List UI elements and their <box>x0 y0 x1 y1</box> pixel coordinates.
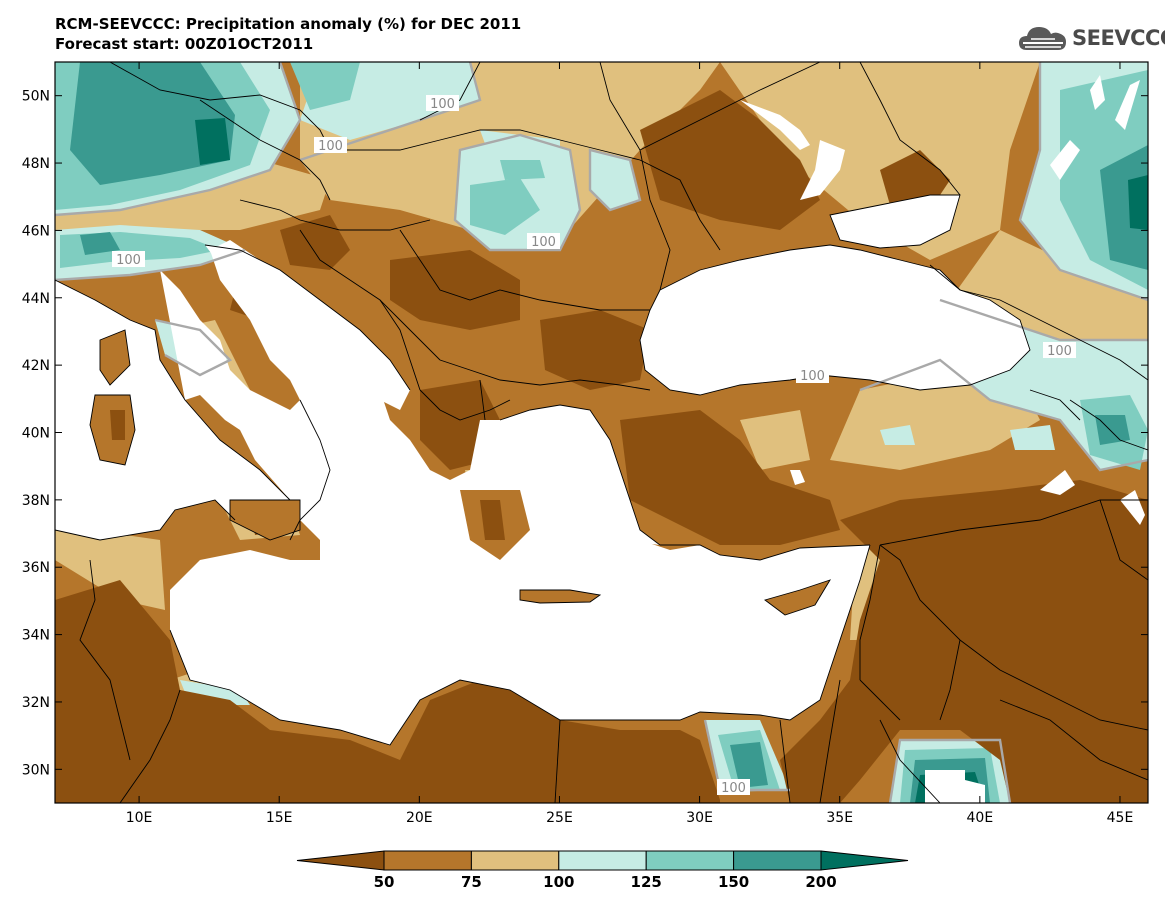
map-title: RCM-SEEVCCC: Precipitation anomaly (%) f… <box>55 15 522 33</box>
colorbar: 50 75 100 125 150 200 <box>296 850 909 891</box>
colorbar-label: 150 <box>718 873 749 891</box>
longitude-tick-label: 40E <box>967 810 994 826</box>
colorbar-swatch <box>296 850 385 871</box>
colorbar-swatch <box>733 850 822 871</box>
latitude-axis: 50N 48N 46N 44N 42N 40N 38N 36N 34N 32N 30N <box>22 89 1148 778</box>
contour-labels: 100 100 100 100 100 100 100 <box>112 95 1076 796</box>
contour-label: 100 <box>430 97 455 112</box>
colorbar-label: 200 <box>805 873 836 891</box>
colorbar-swatch <box>645 850 735 871</box>
seevccc-logo: SEEVCCC <box>1017 20 1165 56</box>
colorbar-label: 125 <box>631 873 662 891</box>
contour-label: 100 <box>318 139 343 154</box>
colorbar-swatch <box>470 850 560 871</box>
latitude-tick-label: 34N <box>22 628 50 644</box>
longitude-axis: 10E 15E 20E 25E 30E 35E 40E 45E <box>126 62 1134 826</box>
logo-text: SEEVCCC <box>1072 26 1165 50</box>
latitude-tick-label: 48N <box>22 156 50 172</box>
anomaly-150-200 <box>70 62 1148 803</box>
latitude-tick-label: 46N <box>22 223 50 239</box>
colorbar-swatch <box>820 850 909 871</box>
colorbar-swatch <box>383 850 472 871</box>
colorbar-label: 100 <box>543 873 574 891</box>
colorbar-swatch <box>558 850 647 871</box>
colorbar-label: 50 <box>374 873 395 891</box>
contour-label: 100 <box>116 253 141 268</box>
longitude-tick-label: 15E <box>266 810 293 826</box>
colorbar-label: 75 <box>461 873 482 891</box>
latitude-tick-label: 32N <box>22 695 50 711</box>
contour-label: 100 <box>721 781 746 796</box>
longitude-tick-label: 10E <box>126 810 153 826</box>
latitude-tick-label: 36N <box>22 560 50 576</box>
latitude-tick-label: 44N <box>22 291 50 307</box>
cloud-icon <box>1019 27 1066 50</box>
longitude-tick-label: 45E <box>1107 810 1134 826</box>
country-borders <box>79 62 1148 803</box>
coastlines <box>55 194 1031 746</box>
latitude-tick-label: 42N <box>22 358 50 374</box>
latitude-tick-label: 50N <box>22 89 50 105</box>
contour-label: 100 <box>800 369 825 384</box>
longitude-tick-label: 30E <box>686 810 713 826</box>
anomaly-under-50 <box>55 90 1148 803</box>
longitude-tick-label: 20E <box>406 810 433 826</box>
contour-label: 100 <box>531 235 556 250</box>
forecast-start: Forecast start: 00Z01OCT2011 <box>55 35 314 53</box>
islands <box>90 330 830 615</box>
latitude-tick-label: 38N <box>22 493 50 509</box>
longitude-tick-label: 35E <box>826 810 853 826</box>
longitude-tick-label: 25E <box>546 810 573 826</box>
contour-label: 100 <box>1047 344 1072 359</box>
latitude-tick-label: 30N <box>22 762 50 778</box>
latitude-tick-label: 40N <box>22 426 50 442</box>
